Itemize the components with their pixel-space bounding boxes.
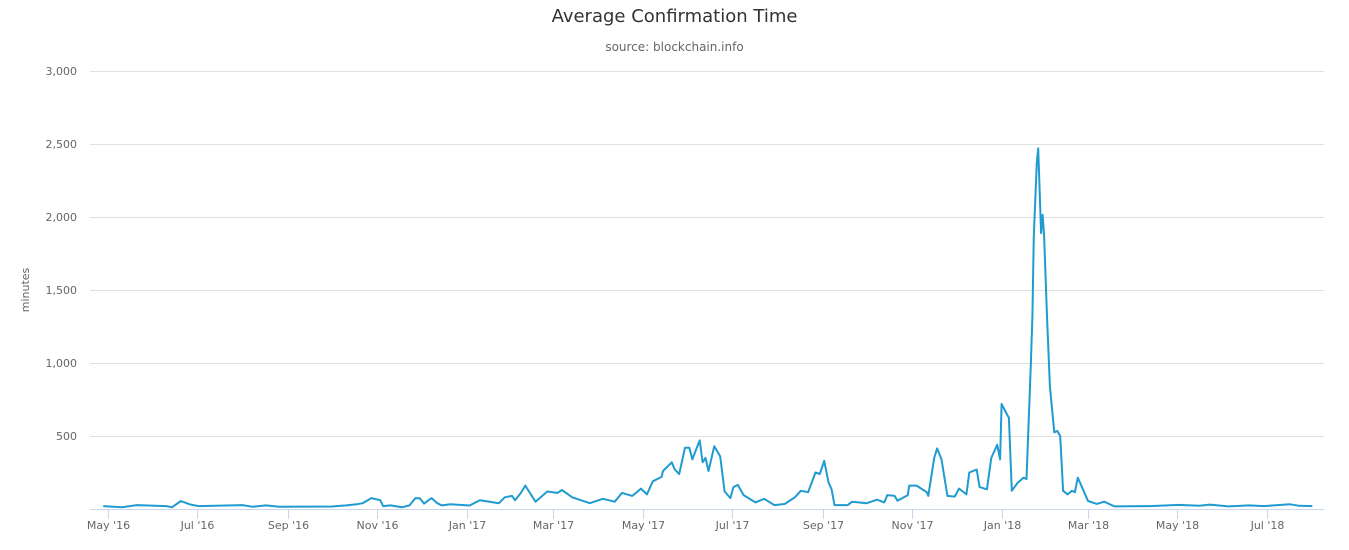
x-tick-label: Jul '16 bbox=[180, 519, 215, 532]
gridlines bbox=[90, 71, 1324, 437]
x-tick-label: Sep '16 bbox=[268, 519, 309, 532]
series-line bbox=[103, 147, 1313, 509]
y-tick-label: 2,000 bbox=[46, 211, 78, 224]
x-tick-label: Mar '17 bbox=[533, 519, 574, 532]
x-tick-label: Nov '17 bbox=[892, 519, 934, 532]
x-tick-label: May '16 bbox=[87, 519, 130, 532]
x-tick-label: Mar '18 bbox=[1068, 519, 1109, 532]
x-tick-label: Jan '18 bbox=[983, 519, 1021, 532]
x-tick-label: May '18 bbox=[1156, 519, 1199, 532]
y-tick-label: 1,500 bbox=[46, 284, 78, 297]
y-tick-label: 3,000 bbox=[46, 65, 78, 78]
x-tick-label: Jul '17 bbox=[715, 519, 750, 532]
x-tick-label: Sep '17 bbox=[803, 519, 844, 532]
y-tick-label: 2,500 bbox=[46, 138, 78, 151]
x-tick-label: Jul '18 bbox=[1250, 519, 1285, 532]
y-tick-label: 500 bbox=[56, 430, 77, 443]
series-group bbox=[103, 147, 1313, 509]
x-tick-label: Nov '16 bbox=[357, 519, 399, 532]
x-tick-label: May '17 bbox=[622, 519, 665, 532]
y-axis-label: minutes bbox=[19, 267, 32, 312]
x-axis-ticks: May '16 Jul '16 Sep '16 Nov '16 Jan '17 Mar '… bbox=[87, 509, 1324, 532]
y-tick-label: 1,000 bbox=[46, 357, 78, 370]
y-axis-ticks: 500 1,000 1,500 2,000 2,500 3,000 bbox=[46, 65, 78, 443]
chart-title: Average Confirmation Time bbox=[551, 6, 798, 27]
chart-subtitle: source: blockchain.info bbox=[605, 40, 744, 54]
x-tick-label: Jan '17 bbox=[448, 519, 486, 532]
